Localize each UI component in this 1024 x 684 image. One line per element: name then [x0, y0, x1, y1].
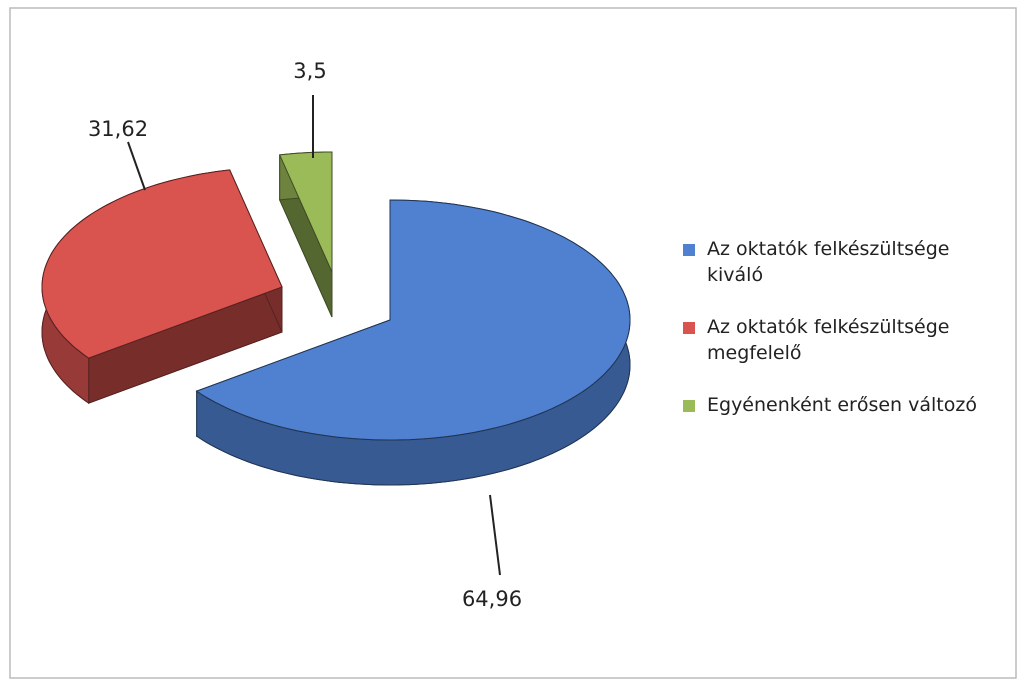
legend-label: Az oktatók felkészültsége megfelelő: [707, 316, 950, 364]
chart-frame: [9, 7, 1017, 679]
data-label: 64,96: [462, 587, 522, 611]
legend-swatch: [683, 244, 695, 256]
slice: [195, 199, 631, 441]
legend-swatch: [683, 400, 695, 412]
data-label: 3,5: [293, 59, 326, 83]
legend-item: Az oktatók felkészültsége kiváló: [683, 236, 993, 288]
leader-line: [489, 494, 501, 576]
leader-line: [127, 141, 146, 191]
legend-item: Egyénenként erősen változó: [683, 392, 993, 418]
legend-label: Egyénenként erősen változó: [707, 394, 977, 416]
slice: [41, 169, 283, 359]
slice: [278, 151, 333, 273]
data-label: 31,62: [88, 117, 148, 141]
legend: Az oktatók felkészültsége kiváló Az oktat…: [683, 236, 993, 444]
legend-item: Az oktatók felkészültsége megfelelő: [683, 314, 993, 366]
legend-label: Az oktatók felkészültsége kiváló: [707, 238, 950, 286]
legend-swatch: [683, 322, 695, 334]
